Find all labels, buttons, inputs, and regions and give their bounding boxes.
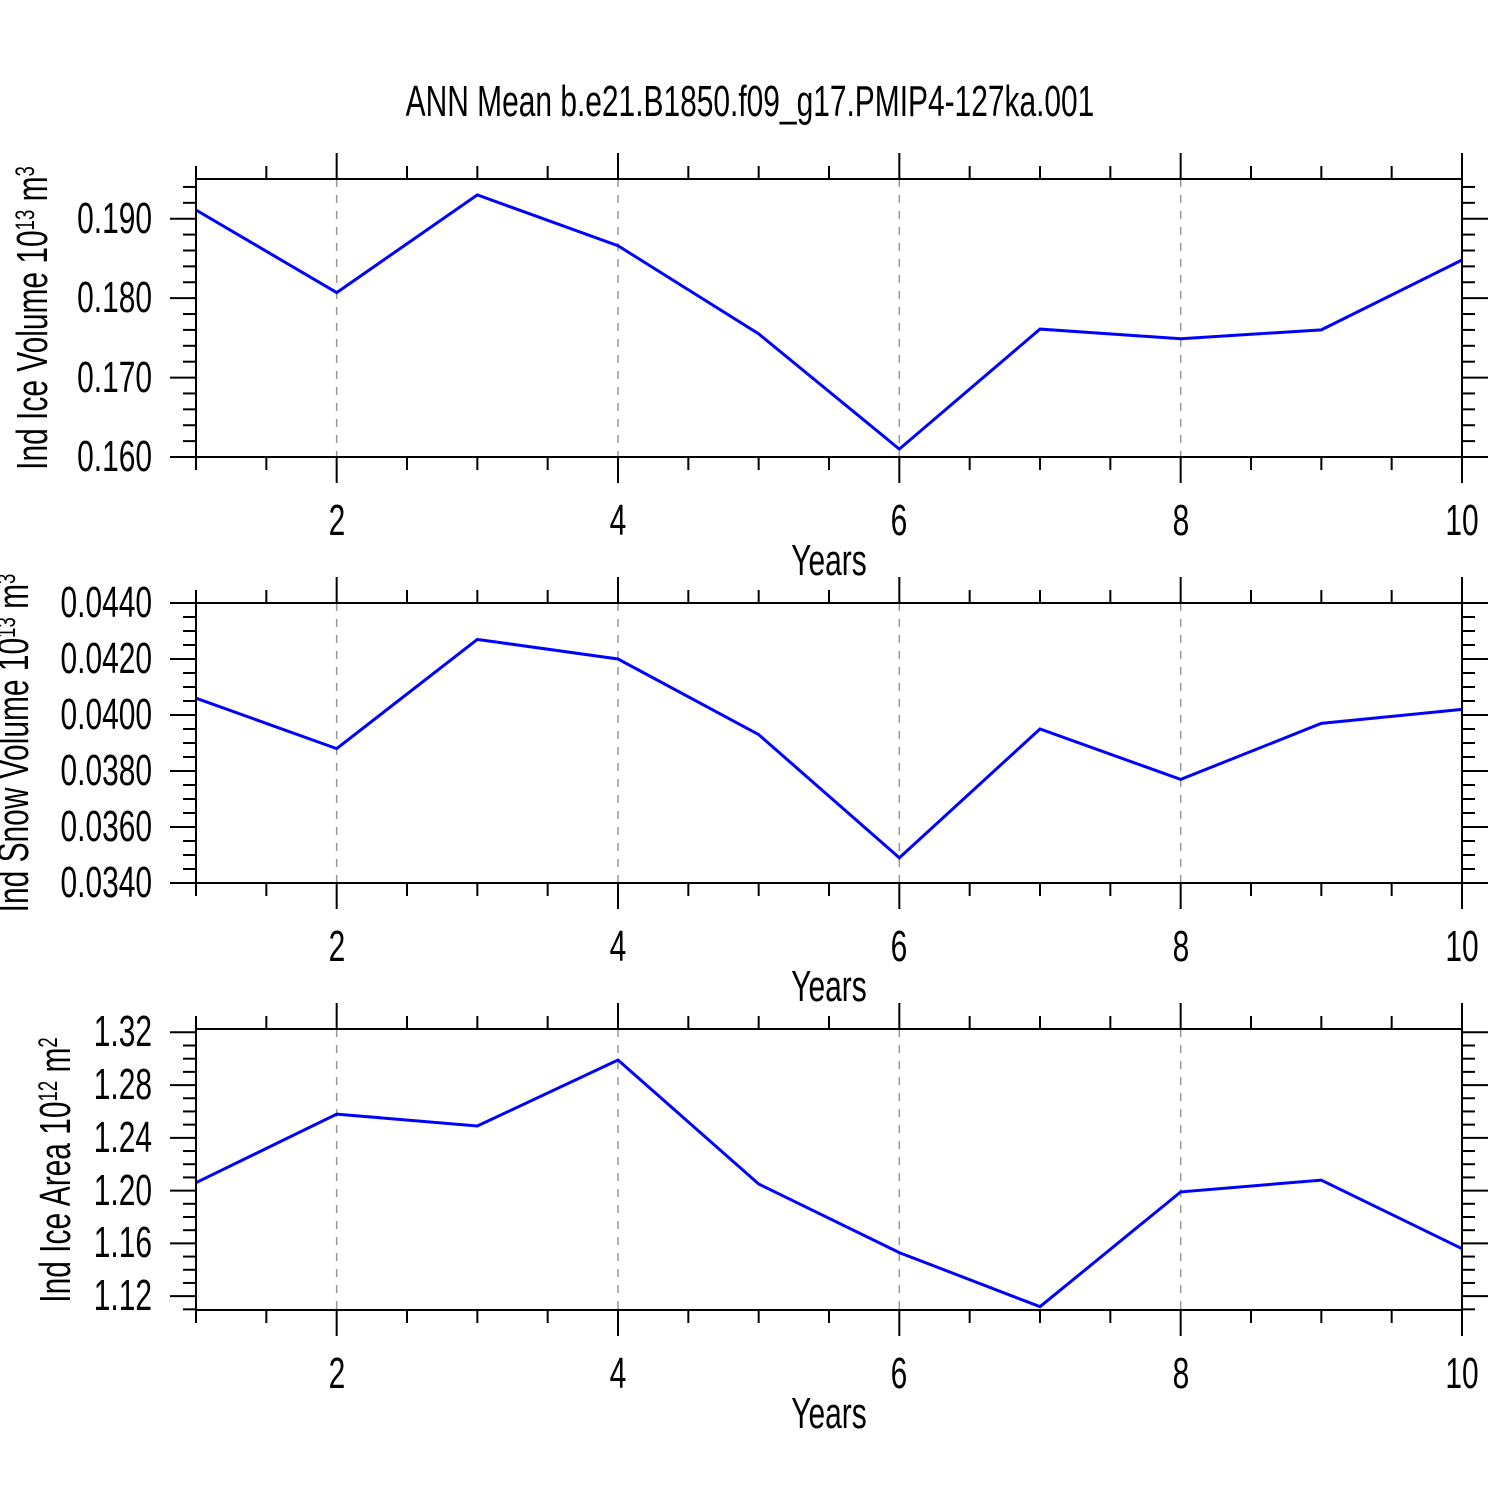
- x-tick-label: 2: [328, 1349, 345, 1398]
- y-tick-label: 0.0360: [60, 802, 152, 851]
- y-tick-label: 1.24: [93, 1112, 152, 1162]
- chart-title: ANN Mean b.e21.B1850.f09_g17.PMIP4-127ka…: [405, 77, 1095, 126]
- y-tick-label: 0.0420: [60, 634, 152, 683]
- x-tick-label: 10: [1445, 1349, 1479, 1398]
- y-tick-label: 0.160: [77, 432, 152, 481]
- y-axis-title-unit: m: [31, 1047, 80, 1081]
- exponent: 13: [8, 209, 40, 231]
- x-tick-label: 6: [890, 922, 908, 971]
- y-axis-title-text: Ind Snow Volume 10: [0, 637, 38, 913]
- x-axis-title-years: Years: [791, 1389, 867, 1438]
- y-tick-label: 0.0400: [60, 690, 152, 739]
- exponent: 12: [31, 1080, 63, 1101]
- data-line-ice-area: [195, 1058, 1463, 1309]
- y-axis-title-unit: m: [8, 176, 57, 210]
- exponent: 13: [0, 617, 21, 638]
- y-tick-label: 0.0340: [60, 858, 152, 907]
- y-tick-label: 0.0380: [60, 746, 152, 795]
- x-tick-label: 6: [890, 496, 908, 545]
- y-axis-title-unit: m: [0, 584, 38, 617]
- y-tick-label: 0.0440: [60, 578, 152, 627]
- x-axis-title-years: Years: [791, 962, 867, 1011]
- y-tick-label: 1.28: [93, 1060, 152, 1110]
- x-tick-label: 8: [1172, 922, 1189, 971]
- x-tick-label: 2: [328, 496, 345, 545]
- x-tick-label: 4: [609, 922, 627, 971]
- x-tick-label: 8: [1172, 496, 1189, 545]
- plot-frame: [195, 178, 1463, 458]
- exponent: 3: [8, 166, 40, 177]
- y-axis-title-ice-area: Ind Ice Area 1012 m2: [31, 830, 80, 1500]
- y-tick-label: 1.20: [93, 1165, 152, 1215]
- y-tick-label: 1.32: [93, 1007, 152, 1057]
- x-tick-label: 2: [328, 922, 345, 971]
- y-tick-label: 1.16: [93, 1218, 152, 1268]
- data-line-ice-volume: [195, 193, 1463, 452]
- x-tick-label: 4: [609, 1349, 627, 1398]
- y-tick-label: 0.180: [77, 273, 152, 323]
- data-line-snow-volume: [195, 637, 1463, 860]
- plot-frame: [195, 1028, 1463, 1311]
- y-tick-label: 0.190: [77, 193, 152, 243]
- y-tick-label: 1.12: [93, 1271, 152, 1321]
- y-axis-title-text: Ind Ice Area 10: [31, 1100, 80, 1303]
- exponent: 3: [0, 574, 21, 584]
- x-tick-label: 10: [1445, 496, 1479, 545]
- x-tick-label: 8: [1172, 1349, 1189, 1398]
- y-tick-label: 0.170: [77, 352, 152, 402]
- exponent: 2: [31, 1036, 63, 1048]
- x-axis-title-years: Years: [791, 536, 867, 585]
- x-tick-label: 4: [609, 496, 627, 545]
- y-axis-title-snow-volume: Ind Snow Volume 1013 m3: [0, 403, 38, 1083]
- x-tick-label: 10: [1445, 922, 1479, 971]
- x-tick-label: 6: [890, 1349, 908, 1398]
